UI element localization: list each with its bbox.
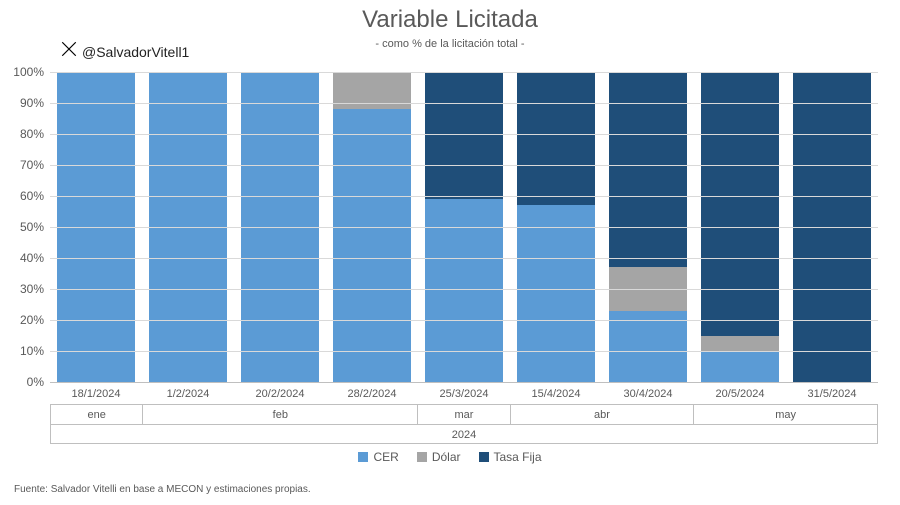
x-tick-month: abr — [510, 404, 694, 424]
y-tick-label: 60% — [20, 189, 50, 203]
gridline — [50, 351, 878, 352]
y-tick-label: 70% — [20, 158, 50, 172]
gridline — [50, 258, 878, 259]
bar-segment-cer — [517, 205, 594, 382]
gridline — [50, 165, 878, 166]
x-tick-date: 28/2/2024 — [326, 384, 418, 400]
legend-item: CER — [358, 450, 398, 464]
y-tick-label: 10% — [20, 344, 50, 358]
gridline — [50, 134, 878, 135]
bar-segment-cer — [609, 311, 686, 382]
gridline — [50, 320, 878, 321]
chart-title: Variable Licitada — [0, 6, 900, 34]
y-tick-label: 40% — [20, 251, 50, 265]
stacked-bar-chart: Variable Licitada - como % de la licitac… — [0, 0, 900, 505]
legend-swatch — [358, 452, 368, 462]
bar-segment-tasafija — [609, 72, 686, 267]
y-tick-label: 0% — [27, 375, 50, 389]
x-tick-date: 1/2/2024 — [142, 384, 234, 400]
y-tick-label: 90% — [20, 96, 50, 110]
bar-segment-tasafija — [517, 72, 594, 205]
x-tick-date: 31/5/2024 — [786, 384, 878, 400]
plot-area: 0%10%20%30%40%50%60%70%80%90%100% — [50, 72, 878, 383]
x-tick-month: ene — [50, 404, 142, 424]
gridline — [50, 289, 878, 290]
legend-label: Dólar — [432, 450, 461, 464]
gridline — [50, 196, 878, 197]
legend-label: CER — [373, 450, 398, 464]
x-tick-date: 25/3/2024 — [418, 384, 510, 400]
legend-item: Dólar — [417, 450, 461, 464]
legend-swatch — [479, 452, 489, 462]
legend-item: Tasa Fija — [479, 450, 542, 464]
x-tick-date: 20/5/2024 — [694, 384, 786, 400]
y-tick-label: 100% — [13, 65, 50, 79]
x-tick-month: mar — [417, 404, 509, 424]
y-tick-label: 20% — [20, 313, 50, 327]
bar-segment-cer — [701, 351, 778, 382]
y-tick-label: 50% — [20, 220, 50, 234]
x-axis-dates: 18/1/20241/2/202420/2/202428/2/202425/3/… — [50, 384, 878, 400]
bar-segment-tasafija — [701, 72, 778, 336]
author-handle: @SalvadorVitell1 — [60, 40, 189, 63]
bar-segment-tasafija — [425, 72, 502, 199]
bar-segment-dolar — [701, 336, 778, 352]
x-logo-icon — [60, 40, 78, 63]
legend-swatch — [417, 452, 427, 462]
y-tick-label: 30% — [20, 282, 50, 296]
gridline — [50, 227, 878, 228]
gridline — [50, 72, 878, 73]
x-tick-date: 18/1/2024 — [50, 384, 142, 400]
legend: CER Dólar Tasa Fija — [0, 450, 900, 464]
gridline — [50, 103, 878, 104]
bar-segment-cer — [333, 109, 410, 382]
legend-label: Tasa Fija — [494, 450, 542, 464]
x-axis-months: enefebmarabrmay — [50, 404, 878, 424]
x-tick-month: feb — [142, 404, 417, 424]
x-tick-date: 15/4/2024 — [510, 384, 602, 400]
source-note: Fuente: Salvador Vitelli en base a MECON… — [14, 484, 311, 495]
x-axis-year: 2024 — [50, 424, 878, 444]
y-tick-label: 80% — [20, 127, 50, 141]
x-tick-date: 30/4/2024 — [602, 384, 694, 400]
x-tick-date: 20/2/2024 — [234, 384, 326, 400]
x-tick-month: may — [693, 404, 878, 424]
author-handle-text: @SalvadorVitell1 — [82, 44, 189, 60]
